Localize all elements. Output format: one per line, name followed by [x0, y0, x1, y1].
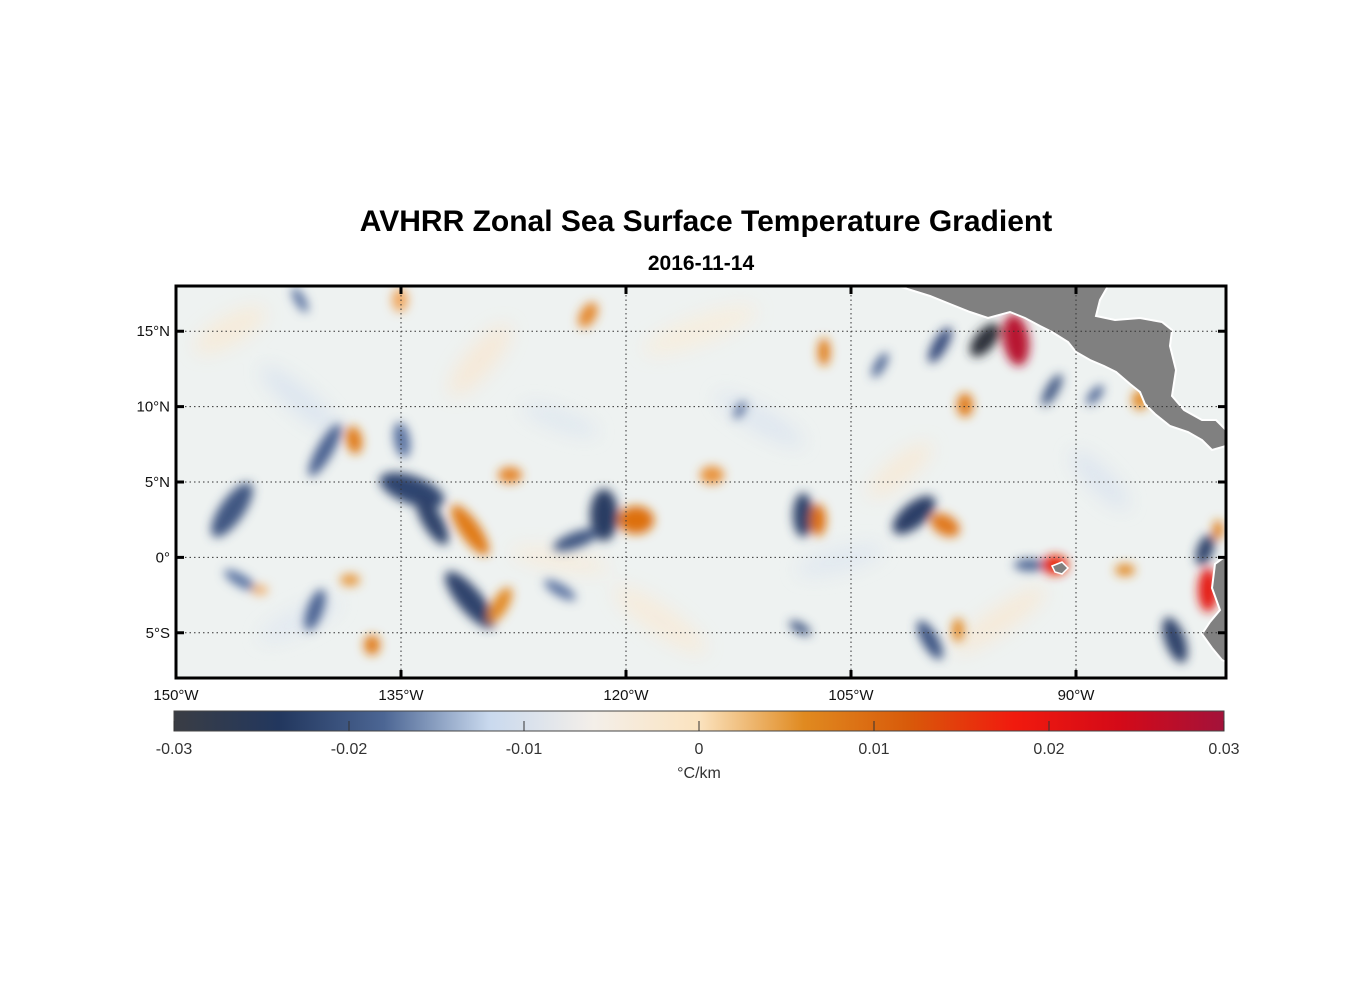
y-tick-label: 15°N — [136, 323, 170, 340]
y-tick-label: 5°N — [145, 474, 170, 491]
colorbar-tick-label: -0.03 — [156, 741, 193, 758]
field-fronts — [211, 287, 1223, 663]
x-tick-label: 120°W — [603, 687, 649, 704]
colorbar-tick-label: 0 — [695, 741, 704, 758]
y-tick-label: 5°S — [146, 625, 170, 642]
land-south-america — [1200, 554, 1226, 664]
colorbar-tick-label: 0.01 — [858, 741, 889, 758]
gradient-field — [194, 286, 1226, 664]
y-tick-label: 0° — [156, 549, 170, 566]
chart-subtitle: 2016-11-14 — [647, 252, 755, 275]
colorbar-ticks: -0.03 -0.02 -0.01 0 0.01 0.02 0.03 — [156, 721, 1240, 758]
y-tick-label: 10°N — [136, 399, 170, 416]
x-tick-label: 150°W — [153, 687, 199, 704]
x-tick-label: 135°W — [378, 687, 424, 704]
axis-ticks: 150°W 135°W 120°W 105°W 90°W 15°N 10°N 5°N 0° 5°S — [136, 286, 1226, 704]
land-galapagos — [1050, 561, 1070, 575]
colorbar-tick-label: -0.01 — [506, 741, 543, 758]
x-tick-label: 105°W — [828, 687, 874, 704]
colorbar-unit-label: °C/km — [677, 765, 721, 782]
field-background-noise — [194, 305, 1130, 654]
plot-background — [176, 286, 1226, 678]
x-tick-label: 90°W — [1058, 687, 1096, 704]
colorbar-tick-label: 0.03 — [1208, 741, 1239, 758]
land-central-america — [897, 286, 1226, 452]
colorbar-tick-label: 0.02 — [1033, 741, 1064, 758]
colorbar-tick-label: -0.02 — [331, 741, 368, 758]
chart-title: AVHRR Zonal Sea Surface Temperature Grad… — [359, 205, 1053, 238]
